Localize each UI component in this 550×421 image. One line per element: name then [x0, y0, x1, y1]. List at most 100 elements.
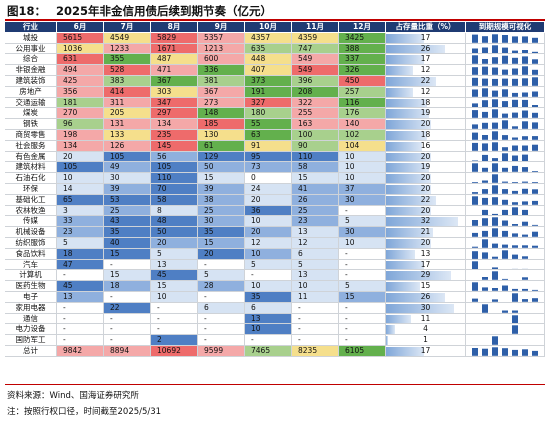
- sparkline-cell: [466, 32, 545, 44]
- table-row: 钢铁 96 131 134 185 55 163 140 20: [5, 119, 545, 130]
- col-header-nov: 11月: [292, 22, 339, 33]
- value-cell: 336: [198, 65, 245, 76]
- value-cell: -: [104, 292, 151, 303]
- total-row: 总计 9842 8894 10692 9599 7465 8235 6105 17: [5, 346, 545, 357]
- value-cell: 367: [151, 76, 198, 87]
- value-cell: -: [198, 313, 245, 325]
- value-cell: 1671: [151, 43, 198, 55]
- value-cell: 105: [57, 162, 104, 174]
- industry-name: 建筑装饰: [5, 76, 57, 87]
- sparkline-bar: [492, 196, 498, 205]
- value-cell: 14: [57, 184, 104, 195]
- sparkline-bar: [532, 122, 538, 129]
- value-cell: 471: [151, 65, 198, 76]
- value-cell: 185: [198, 119, 245, 130]
- sparkline-bar: [482, 252, 488, 259]
- share-value: 29: [420, 270, 431, 280]
- sparkline-bar: [512, 126, 518, 129]
- sparkline-bar: [512, 201, 518, 205]
- share-bar: [386, 260, 425, 270]
- share-bar: [386, 347, 425, 356]
- value-cell: 373: [245, 76, 292, 87]
- sparkline-bar: [492, 347, 498, 356]
- sparkline-cell: [466, 43, 545, 55]
- sparkline-bar: [472, 160, 478, 162]
- table-row: 食品饮料 18 15 5 20 10 6- 13: [5, 248, 545, 260]
- value-cell: -: [339, 259, 386, 271]
- value-cell: 116: [339, 97, 386, 109]
- sparkline-bar: [502, 348, 508, 356]
- maturity-sparkline: [472, 260, 528, 270]
- sparkline-cell: [466, 76, 545, 87]
- table-row: 有色金属 20 105 56 129 95 110 10 20: [5, 151, 545, 163]
- sparkline-cell: [466, 270, 545, 282]
- value-cell: 18: [57, 248, 104, 260]
- value-cell: 23: [57, 227, 104, 238]
- value-cell: 205: [104, 108, 151, 120]
- maturity-sparkline: [472, 131, 538, 140]
- share-bar: [386, 120, 432, 130]
- value-cell: 4549: [104, 32, 151, 44]
- value-cell: 6: [198, 302, 245, 314]
- value-cell: 356: [57, 86, 104, 98]
- maturity-sparkline: [472, 88, 538, 97]
- value-cell: 8235: [292, 346, 339, 357]
- sparkline-bar: [472, 348, 478, 356]
- sparkline-bar: [532, 231, 538, 237]
- share-bar: [386, 336, 389, 346]
- industry-name: 环保: [5, 184, 57, 195]
- sparkline-bar: [502, 146, 508, 151]
- sparkline-bar: [472, 233, 478, 237]
- table-row: 汽车 47-13-5 5-17: [5, 259, 545, 271]
- value-cell: 5829: [151, 32, 198, 44]
- share-bar: [386, 325, 396, 335]
- share-value: 15: [420, 281, 431, 291]
- sparkline-bar: [502, 56, 508, 65]
- share-value: 12: [420, 86, 431, 96]
- share-value: 18: [420, 97, 431, 107]
- value-cell: 30: [339, 227, 386, 238]
- sparkline-cell: [466, 324, 545, 336]
- share-cell: 12: [386, 65, 466, 76]
- table-bottom-rule: [5, 384, 545, 385]
- value-cell: -: [292, 313, 339, 325]
- share-value: 20: [420, 173, 431, 183]
- sparkline-bar: [482, 209, 488, 216]
- industry-name: 通信: [5, 313, 57, 325]
- share-bar: [386, 152, 432, 162]
- value-cell: -: [292, 324, 339, 336]
- maturity-sparkline: [472, 109, 538, 119]
- share-bar: [386, 141, 423, 151]
- value-cell: 10: [339, 238, 386, 249]
- share-cell: 18: [386, 97, 466, 109]
- share-bar: [386, 163, 429, 173]
- value-cell: 35: [198, 227, 245, 238]
- sparkline-bar: [502, 189, 508, 194]
- share-value: 22: [420, 76, 431, 85]
- sparkline-bar: [502, 209, 508, 216]
- share-cell: 17: [386, 346, 466, 357]
- share-bar: [386, 239, 432, 248]
- value-cell: -: [104, 335, 151, 346]
- share-cell: 22: [386, 194, 466, 206]
- value-cell: 53: [104, 194, 151, 206]
- value-cell: 20: [245, 194, 292, 206]
- sparkline-bar: [522, 136, 528, 140]
- sparkline-bar: [512, 268, 518, 270]
- sparkline-bar: [482, 168, 488, 173]
- source-note: 资料来源：Wind、国海证券研究所: [7, 391, 139, 401]
- sparkline-cell: [466, 130, 545, 141]
- value-cell: 11: [292, 292, 339, 303]
- share-bar: [386, 293, 445, 302]
- value-cell: 1233: [104, 43, 151, 55]
- share-cell: 13: [386, 248, 466, 260]
- value-cell: 208: [292, 86, 339, 98]
- sparkline-bar: [492, 163, 498, 173]
- table-row: 电子 13-10-35 11 15 26: [5, 292, 545, 303]
- value-cell: 105: [151, 162, 198, 174]
- footnote: 注：按照行权口径，时间截至2025/5/31: [7, 407, 162, 417]
- share-bar: [386, 249, 416, 259]
- sparkline-bar: [482, 135, 488, 140]
- col-header-jun: 6月: [57, 22, 104, 33]
- value-cell: -: [151, 302, 198, 314]
